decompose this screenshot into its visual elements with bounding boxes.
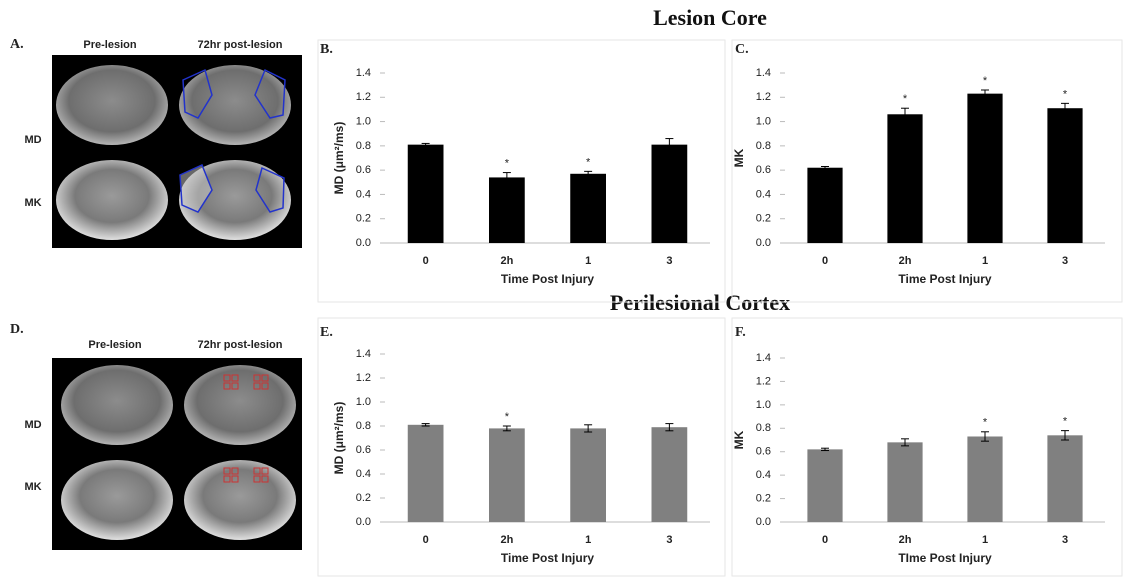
y-tick-label: 0.0 [356, 516, 371, 528]
y-tick-label: 1.2 [356, 91, 371, 103]
bar [1047, 435, 1082, 522]
y-tick-label: 1.0 [356, 115, 371, 127]
bar [408, 425, 444, 522]
x-tick-label: 0 [423, 255, 429, 267]
x-tick-label: 3 [1062, 534, 1068, 546]
significance-marker: * [1063, 88, 1068, 100]
y-tick-label: 1.4 [756, 352, 771, 364]
x-tick-label: 1 [982, 255, 988, 267]
x-tick-label: 1 [585, 534, 591, 546]
x-tick-label: 3 [666, 534, 672, 546]
panel-label: D. [10, 322, 24, 337]
x-tick-label: 2h [899, 255, 912, 267]
significance-marker: * [505, 411, 510, 423]
x-tick-label: 2h [500, 534, 513, 546]
y-axis-label: MD (μm²/ms) [332, 122, 346, 195]
y-tick-label: 0.2 [756, 213, 771, 225]
figure: Lesion Core Perilesional Cortex A. Pre-l… [0, 0, 1126, 582]
significance-marker: * [983, 417, 988, 429]
y-tick-label: 0.8 [756, 140, 771, 152]
y-tick-label: 0.6 [756, 446, 771, 458]
significance-marker: * [586, 156, 591, 168]
x-axis-label: Time Post Injury [898, 272, 991, 286]
mri-panel [52, 358, 302, 550]
x-tick-label: 0 [822, 534, 828, 546]
y-axis-label: MD (μm²/ms) [332, 402, 346, 475]
mri-panel [52, 55, 302, 248]
significance-marker: * [505, 157, 510, 169]
y-tick-label: 1.2 [756, 375, 771, 387]
bar [652, 427, 688, 522]
y-axis-label: MK [732, 430, 746, 449]
y-tick-label: 1.2 [356, 372, 371, 384]
y-tick-label: 0.6 [356, 444, 371, 456]
row-label: MD [24, 134, 41, 146]
y-tick-label: 0.6 [756, 164, 771, 176]
x-tick-label: 1 [585, 255, 591, 267]
bar [967, 94, 1002, 243]
y-tick-label: 1.4 [356, 67, 371, 79]
panel-label: B. [320, 42, 333, 57]
x-tick-label: 3 [666, 255, 672, 267]
x-axis-label: Time Post Injury [501, 272, 594, 286]
heading: Lesion Core [653, 5, 767, 30]
y-tick-label: 1.0 [756, 115, 771, 127]
significance-marker: * [903, 93, 908, 105]
x-axis-label: Time Post Injury [501, 551, 594, 565]
y-tick-label: 0.4 [356, 468, 371, 480]
bar [887, 114, 922, 243]
bar [652, 145, 688, 243]
y-tick-label: 0.4 [356, 188, 371, 200]
bar [570, 428, 606, 522]
significance-marker: * [1063, 416, 1068, 428]
column-label: Pre-lesion [83, 39, 136, 51]
x-tick-label: 3 [1062, 255, 1068, 267]
x-tick-label: 1 [982, 534, 988, 546]
bar [887, 442, 922, 522]
x-tick-label: 2h [500, 255, 513, 267]
y-tick-label: 0.8 [356, 140, 371, 152]
bar [807, 168, 842, 243]
x-axis-label: TIme Post Injury [898, 551, 992, 565]
y-tick-label: 0.8 [756, 422, 771, 434]
row-label: MD [24, 419, 41, 431]
bar [489, 428, 525, 522]
y-tick-label: 0.2 [356, 492, 371, 504]
bar [570, 174, 606, 243]
y-tick-label: 1.4 [756, 67, 771, 79]
y-axis-label: MK [732, 148, 746, 167]
y-tick-label: 0.2 [356, 213, 371, 225]
panel-label: E. [320, 325, 333, 340]
y-tick-label: 0.0 [356, 237, 371, 249]
x-tick-label: 0 [423, 534, 429, 546]
x-tick-label: 0 [822, 255, 828, 267]
row-label: MK [24, 481, 41, 493]
column-label: 72hr post-lesion [198, 339, 283, 351]
panel-label: F. [735, 325, 746, 340]
y-tick-label: 1.0 [356, 396, 371, 408]
bar [1047, 108, 1082, 243]
heading: Perilesional Cortex [610, 290, 790, 315]
column-label: Pre-lesion [88, 339, 141, 351]
y-tick-label: 0.0 [756, 516, 771, 528]
bar [489, 177, 525, 243]
y-tick-label: 0.0 [756, 237, 771, 249]
row-label: MK [24, 197, 41, 209]
bar [408, 145, 444, 243]
y-tick-label: 0.4 [756, 188, 771, 200]
y-tick-label: 0.4 [756, 469, 771, 481]
significance-marker: * [983, 75, 988, 87]
y-tick-label: 1.0 [756, 399, 771, 411]
y-tick-label: 1.4 [356, 348, 371, 360]
y-tick-label: 1.2 [756, 91, 771, 103]
y-tick-label: 0.2 [756, 492, 771, 504]
bar [967, 436, 1002, 522]
y-tick-label: 0.8 [356, 420, 371, 432]
bar [807, 449, 842, 522]
column-label: 72hr post-lesion [198, 39, 283, 51]
panel-label: C. [735, 42, 749, 57]
y-tick-label: 0.6 [356, 164, 371, 176]
panel-label: A. [10, 37, 24, 52]
x-tick-label: 2h [899, 534, 912, 546]
